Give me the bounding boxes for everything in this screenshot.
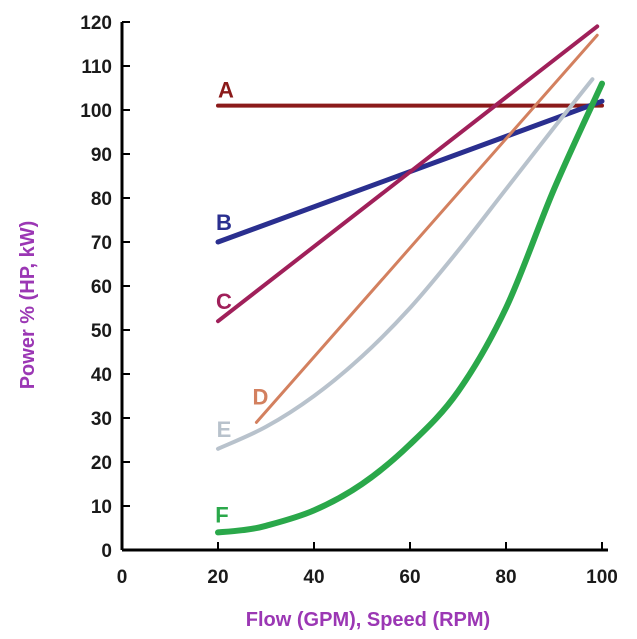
series-line-e	[216, 77, 595, 451]
series-label-e: E	[217, 417, 232, 442]
y-tick-label: 20	[91, 453, 112, 474]
y-tick-label: 120	[80, 13, 112, 34]
y-tick-label: 40	[91, 365, 112, 386]
y-tick-label: 60	[91, 277, 112, 298]
plot-lines	[215, 24, 605, 536]
y-tick-label: 30	[91, 409, 112, 430]
y-tick-label: 100	[80, 101, 112, 122]
series-label-b: B	[216, 210, 232, 235]
y-tick-label: 0	[101, 541, 112, 562]
x-tick-label: 0	[117, 567, 128, 588]
y-tick-label: 110	[81, 57, 112, 78]
x-ticks: 0 20 40 60 80 100	[117, 542, 618, 588]
series-label-d: D	[252, 384, 268, 409]
y-axis-title: Power % (HP, kW)	[17, 221, 39, 390]
y-tick-label: 90	[91, 145, 112, 166]
series-label-c: C	[216, 289, 232, 314]
y-tick-label: 80	[91, 189, 112, 210]
x-tick-label: 100	[586, 567, 618, 588]
y-tick-label: 10	[91, 497, 112, 518]
y-tick-label: 70	[91, 233, 112, 254]
x-tick-label: 20	[207, 567, 228, 588]
series-labels: A B C DE F	[215, 78, 268, 528]
x-tick-label: 80	[495, 567, 516, 588]
series-label-f: F	[215, 502, 228, 527]
x-tick-label: 40	[303, 567, 324, 588]
x-axis-title: Flow (GPM), Speed (RPM)	[246, 609, 490, 631]
series-line-f	[215, 80, 605, 536]
y-ticks: 0 10 20 30 40 50 60 70 80 90 100 110 120	[80, 13, 130, 562]
series-line-d	[254, 33, 599, 424]
x-tick-label: 60	[399, 567, 420, 588]
y-tick-label: 50	[91, 321, 112, 342]
series-label-a: A	[218, 78, 234, 103]
series-line-c	[216, 24, 600, 324]
